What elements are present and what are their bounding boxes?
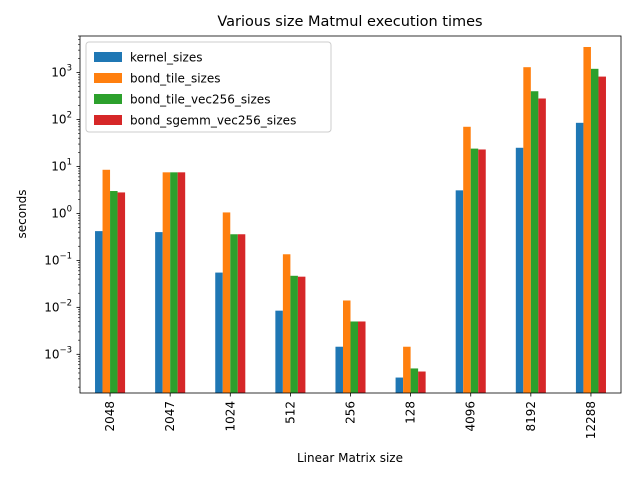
bar-bond_tile_sizes-128 [403, 346, 411, 393]
legend-label-bond_tile_sizes: bond_tile_sizes [130, 72, 220, 86]
bar-kernel_sizes-12288 [575, 122, 584, 393]
legend-box [85, 41, 332, 133]
x-axis: 2048 2047 1024 512 256 128 4096 8192 12288 [103, 393, 598, 439]
y-tick-label: 103 [51, 64, 72, 80]
bar-kernel_sizes-256 [335, 346, 343, 393]
x-tick-label: 128 [404, 401, 418, 424]
bar-bond_sgemm_vec256_sizes-4096 [478, 149, 486, 393]
legend-swatch-bond_tile_vec256_sizes [94, 94, 122, 104]
bar-kernel_sizes-2048 [95, 231, 103, 393]
bar-bond_sgemm_vec256_sizes-2047 [177, 172, 186, 393]
legend-label-bond_tile_vec256_sizes: bond_tile_vec256_sizes [130, 93, 270, 107]
legend: kernel_sizes bond_tile_sizes bond_tile_vec… [85, 41, 332, 133]
bar-bond_sgemm_vec256_sizes-256 [358, 321, 366, 393]
bar-kernel_sizes-8192 [515, 147, 524, 393]
bar-bond_tile_sizes-1024 [222, 212, 231, 393]
bar-kernel_sizes-128 [395, 377, 404, 393]
bar-bond_sgemm_vec256_sizes-8192 [538, 98, 546, 393]
legend-swatch-bond_sgemm_vec256_sizes [94, 115, 122, 125]
y-tick-label: 100 [51, 204, 72, 220]
chart-title: Various size Matmul execution times [217, 14, 482, 30]
bar-kernel_sizes-512 [275, 310, 283, 393]
bar-kernel_sizes-2047 [155, 232, 163, 393]
x-tick-label: 2048 [103, 401, 117, 432]
bar-bond_tile_sizes-8192 [523, 67, 531, 393]
bar-bond_tile_sizes-2048 [102, 169, 111, 393]
bar-bond_tile_vec256_sizes-128 [410, 368, 419, 393]
x-axis-label: Linear Matrix size [297, 451, 403, 465]
bar-bond_tile_vec256_sizes-4096 [470, 148, 479, 393]
bar-bond_tile_vec256_sizes-8192 [530, 91, 539, 393]
bar-bond_tile_sizes-2047 [162, 172, 171, 393]
y-tick-label: 10−2 [44, 298, 72, 314]
bar-bond_sgemm_vec256_sizes-2048 [117, 192, 126, 393]
legend-label-kernel_sizes: kernel_sizes [130, 51, 202, 65]
x-tick-label: 256 [344, 401, 358, 424]
legend-label-bond_sgemm_vec256_sizes: bond_sgemm_vec256_sizes [130, 114, 296, 128]
x-tick-label: 2047 [163, 401, 177, 432]
bar-bond_tile_vec256_sizes-2048 [110, 191, 118, 393]
bar-bond_sgemm_vec256_sizes-12288 [598, 76, 606, 393]
bar-bond_sgemm_vec256_sizes-128 [418, 371, 426, 393]
x-tick-label: 4096 [464, 401, 478, 432]
x-tick-label: 12288 [584, 401, 598, 439]
bar-bond_sgemm_vec256_sizes-512 [297, 276, 306, 393]
y-axis: 10−3 10−2 10−1 100 101 102 103 [44, 35, 80, 388]
y-tick-label: 101 [51, 157, 72, 173]
y-tick-label: 10−3 [44, 345, 72, 361]
legend-swatch-kernel_sizes [94, 52, 122, 62]
bar-bond_tile_vec256_sizes-256 [350, 321, 359, 393]
x-tick-label: 512 [283, 401, 297, 424]
bar-bond_tile_vec256_sizes-2047 [170, 172, 178, 393]
bar-bond_tile_vec256_sizes-12288 [590, 68, 599, 393]
bar-bond_tile_vec256_sizes-1024 [230, 234, 238, 393]
bar-bond_tile_vec256_sizes-512 [290, 275, 298, 393]
bar-bond_sgemm_vec256_sizes-1024 [237, 234, 246, 393]
bar-bond_tile_sizes-256 [342, 300, 351, 393]
bar-bond_tile_sizes-512 [282, 254, 291, 393]
legend-swatch-bond_tile_sizes [94, 73, 122, 83]
y-tick-label: 102 [51, 111, 72, 127]
plot-area [95, 46, 606, 394]
bar-bond_tile_sizes-4096 [463, 126, 471, 393]
bar-bond_tile_sizes-12288 [583, 46, 591, 394]
y-axis-label: seconds [15, 189, 29, 238]
bar-kernel_sizes-1024 [215, 272, 223, 393]
y-tick-label: 10−1 [44, 251, 72, 267]
x-tick-label: 1024 [223, 401, 237, 432]
bar-kernel_sizes-4096 [455, 190, 464, 393]
x-tick-label: 8192 [524, 401, 538, 432]
